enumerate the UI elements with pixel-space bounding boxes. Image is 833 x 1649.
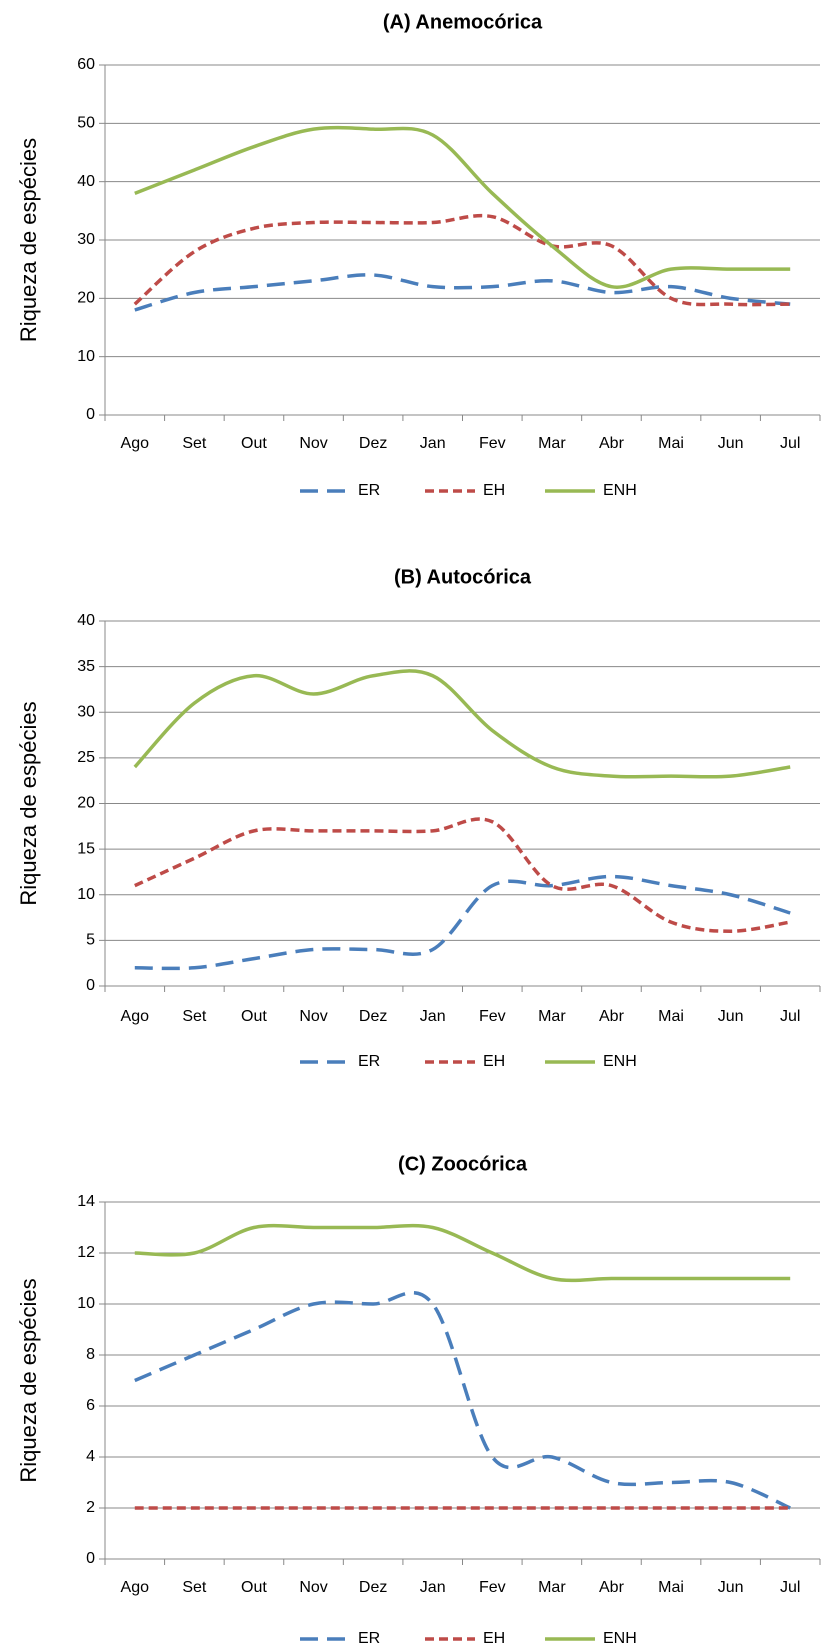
x-tick-label: Out xyxy=(241,1008,267,1025)
x-tick-label: Fev xyxy=(479,1008,506,1025)
y-tick-label: 12 xyxy=(77,1244,95,1261)
y-axis-label: Riqueza de espécies xyxy=(16,701,41,905)
x-tick-label: Jun xyxy=(718,1579,744,1596)
x-tick-label: Abr xyxy=(599,1579,625,1596)
legend-label: EH xyxy=(483,1630,505,1647)
y-tick-label: 60 xyxy=(77,56,95,73)
x-tick-label: Mai xyxy=(658,435,684,452)
legend-label: ENH xyxy=(603,482,637,499)
x-tick-label: Jan xyxy=(420,1579,446,1596)
x-tick-label: Jul xyxy=(780,1579,800,1596)
x-tick-label: Mar xyxy=(538,1008,566,1025)
chart-title: (B) Autocórica xyxy=(394,566,532,588)
x-tick-label: Nov xyxy=(299,1579,327,1596)
x-tick-label: Fev xyxy=(479,435,506,452)
x-tick-label: Dez xyxy=(359,1008,387,1025)
y-tick-label: 30 xyxy=(77,703,95,720)
x-tick-label: Jan xyxy=(420,1008,446,1025)
y-tick-label: 5 xyxy=(86,932,95,949)
y-tick-label: 15 xyxy=(77,840,95,857)
y-tick-label: 10 xyxy=(77,348,95,365)
legend-label: ER xyxy=(358,482,380,499)
x-tick-label: Set xyxy=(182,1008,207,1025)
x-tick-label: Jun xyxy=(718,1008,744,1025)
y-tick-label: 30 xyxy=(77,231,95,248)
data-line xyxy=(133,214,791,307)
x-tick-label: Dez xyxy=(359,435,387,452)
y-tick-label: 0 xyxy=(86,977,95,994)
data-line xyxy=(134,125,791,289)
y-tick-label: 25 xyxy=(77,749,95,766)
y-tick-label: 14 xyxy=(77,1193,95,1210)
x-tick-label: Jun xyxy=(718,435,744,452)
data-line xyxy=(134,1291,791,1510)
data-line xyxy=(134,273,791,312)
chart-title: (A) Anemocórica xyxy=(383,11,543,33)
x-tick-label: Mar xyxy=(538,435,566,452)
x-tick-label: Abr xyxy=(599,435,625,452)
legend-label: EH xyxy=(483,1053,505,1070)
x-tick-label: Mai xyxy=(658,1008,684,1025)
y-tick-label: 20 xyxy=(77,290,95,307)
x-tick-label: Set xyxy=(182,1579,207,1596)
data-line xyxy=(134,874,791,971)
x-tick-label: Ago xyxy=(121,435,150,452)
legend-label: ER xyxy=(358,1630,380,1647)
x-tick-label: Out xyxy=(241,1579,267,1596)
y-tick-label: 0 xyxy=(86,1550,95,1567)
y-tick-label: 10 xyxy=(77,1295,95,1312)
y-tick-label: 8 xyxy=(86,1346,95,1363)
y-tick-label: 2 xyxy=(86,1499,95,1516)
x-tick-label: Nov xyxy=(299,1008,327,1025)
x-tick-label: Set xyxy=(182,435,207,452)
legend-label: ENH xyxy=(603,1053,637,1070)
y-axis-label: Riqueza de espécies xyxy=(16,1278,41,1482)
y-tick-label: 6 xyxy=(86,1397,95,1414)
x-tick-label: Mar xyxy=(538,1579,566,1596)
y-tick-label: 40 xyxy=(77,173,95,190)
y-tick-label: 35 xyxy=(77,658,95,675)
x-tick-label: Ago xyxy=(121,1008,150,1025)
y-tick-label: 10 xyxy=(77,886,95,903)
y-tick-label: 0 xyxy=(86,406,95,423)
y-tick-label: 50 xyxy=(77,115,95,132)
y-tick-label: 20 xyxy=(77,795,95,812)
x-tick-label: Nov xyxy=(299,435,327,452)
legend-label: EH xyxy=(483,482,505,499)
y-tick-label: 40 xyxy=(77,612,95,629)
x-tick-label: Fev xyxy=(479,1579,506,1596)
x-tick-label: Jan xyxy=(420,435,446,452)
x-tick-label: Jul xyxy=(780,1008,800,1025)
legend-label: ER xyxy=(358,1053,380,1070)
data-line xyxy=(134,817,791,934)
x-tick-label: Ago xyxy=(121,1579,150,1596)
y-axis-label: Riqueza de espécies xyxy=(16,138,41,342)
data-line xyxy=(134,1223,791,1283)
x-tick-label: Jul xyxy=(780,435,800,452)
legend-label: ENH xyxy=(603,1630,637,1647)
x-tick-label: Dez xyxy=(359,1579,387,1596)
x-tick-label: Abr xyxy=(599,1008,625,1025)
chart-title: (C) Zoocórica xyxy=(398,1153,528,1175)
x-tick-label: Out xyxy=(241,435,267,452)
x-tick-label: Mai xyxy=(658,1579,684,1596)
y-tick-label: 4 xyxy=(86,1448,95,1465)
data-line xyxy=(133,669,791,779)
